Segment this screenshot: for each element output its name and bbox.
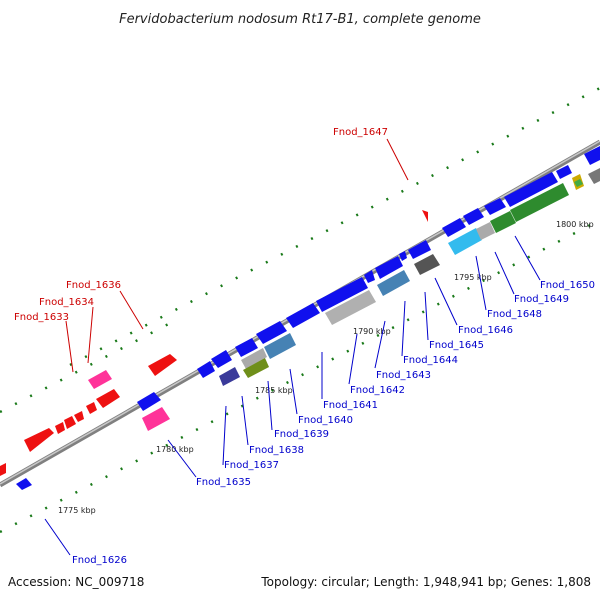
leader-line bbox=[348, 333, 358, 385]
leader-line bbox=[241, 395, 249, 446]
leader-line bbox=[267, 380, 273, 431]
gene-arrow[interactable] bbox=[504, 172, 558, 207]
gene-label-fnod-1634[interactable]: Fnod_1634 bbox=[39, 297, 94, 308]
gene-arrow[interactable] bbox=[0, 463, 6, 476]
scale-label: 1800 kbp bbox=[556, 220, 594, 229]
gene-arrow[interactable] bbox=[64, 416, 76, 429]
gene-arrow[interactable] bbox=[137, 392, 161, 411]
gene-arrow[interactable] bbox=[219, 367, 240, 386]
gene-arrow[interactable] bbox=[364, 270, 375, 283]
leader-line bbox=[401, 300, 406, 357]
leader-line bbox=[434, 277, 458, 326]
genome-stats-text: Topology: circular; Length: 1,948,941 bp… bbox=[260, 575, 591, 589]
gene-label-fnod-1640[interactable]: Fnod_1640 bbox=[298, 415, 353, 426]
gene-arrow[interactable] bbox=[286, 303, 320, 328]
gene-arrow[interactable] bbox=[243, 358, 269, 378]
gene-arrow[interactable] bbox=[510, 183, 569, 222]
gene-arrow[interactable] bbox=[325, 290, 376, 325]
gene-arrow[interactable] bbox=[96, 389, 120, 408]
scale-label: 1785 kbp bbox=[255, 386, 293, 395]
gene-label-fnod-1647[interactable]: Fnod_1647 bbox=[333, 127, 388, 138]
gene-arrow[interactable] bbox=[484, 198, 506, 215]
gene-label-fnod-1637[interactable]: Fnod_1637 bbox=[224, 460, 279, 471]
gene-arrow[interactable] bbox=[588, 168, 600, 184]
gene-arrow[interactable] bbox=[86, 402, 97, 414]
gene-arrow[interactable] bbox=[256, 321, 287, 344]
gene-arrow[interactable] bbox=[241, 348, 267, 369]
gene-arrow[interactable] bbox=[375, 256, 403, 279]
leader-line bbox=[222, 405, 227, 466]
gene-arrow[interactable] bbox=[442, 218, 466, 237]
gene-label-fnod-1639[interactable]: Fnod_1639 bbox=[274, 429, 329, 440]
gene-label-fnod-1633[interactable]: Fnod_1633 bbox=[14, 312, 69, 323]
forward-label-group bbox=[65, 138, 409, 373]
gene-arrow[interactable] bbox=[463, 208, 484, 225]
gene-arrow[interactable] bbox=[377, 270, 410, 296]
gene-arrow[interactable] bbox=[74, 411, 84, 422]
accession-text: Accession: NC_009718 bbox=[8, 575, 144, 589]
gene-arrow[interactable] bbox=[422, 210, 428, 222]
gene-arrow[interactable] bbox=[408, 240, 431, 259]
scale-label: 1790 kbp bbox=[353, 327, 391, 336]
reverse-genes bbox=[16, 146, 600, 490]
gene-label-fnod-1650[interactable]: Fnod_1650 bbox=[540, 280, 595, 291]
gene-label-fnod-1641[interactable]: Fnod_1641 bbox=[323, 400, 378, 411]
gene-label-fnod-1643[interactable]: Fnod_1643 bbox=[376, 370, 431, 381]
leader-line bbox=[119, 290, 144, 330]
gene-arrow[interactable] bbox=[235, 338, 258, 357]
gene-arrow[interactable] bbox=[211, 350, 232, 368]
gene-arrow[interactable] bbox=[142, 407, 170, 431]
gene-arrow[interactable] bbox=[574, 179, 583, 187]
gene-arrow[interactable] bbox=[24, 428, 54, 452]
gene-label-fnod-1648[interactable]: Fnod_1648 bbox=[487, 309, 542, 320]
gene-arrow[interactable] bbox=[399, 251, 407, 261]
gene-label-fnod-1646[interactable]: Fnod_1646 bbox=[458, 325, 513, 336]
gene-arrow[interactable] bbox=[490, 211, 516, 233]
gene-label-fnod-1649[interactable]: Fnod_1649 bbox=[514, 294, 569, 305]
map-title: Fervidobacterium nodosum Rt17-B1, comple… bbox=[119, 12, 481, 27]
gene-arrow[interactable] bbox=[556, 165, 572, 179]
leader-line bbox=[289, 368, 298, 415]
gene-arrow[interactable] bbox=[316, 277, 368, 312]
scale-label: 1775 kbp bbox=[58, 506, 96, 515]
gene-label-fnod-1635[interactable]: Fnod_1635 bbox=[196, 477, 251, 488]
leader-line bbox=[167, 439, 197, 478]
gene-label-fnod-1642[interactable]: Fnod_1642 bbox=[350, 385, 405, 396]
gene-arrow[interactable] bbox=[414, 254, 440, 275]
leader-line bbox=[65, 320, 74, 373]
gene-arrow[interactable] bbox=[264, 333, 296, 359]
gene-label-fnod-1645[interactable]: Fnod_1645 bbox=[429, 340, 484, 351]
leader-line bbox=[386, 138, 409, 181]
leader-line bbox=[424, 291, 429, 341]
leader-line bbox=[44, 518, 71, 556]
leader-line bbox=[514, 235, 541, 281]
leader-line bbox=[494, 251, 515, 295]
gene-label-fnod-1636[interactable]: Fnod_1636 bbox=[66, 280, 121, 291]
forward-genes bbox=[0, 210, 428, 476]
inner-tick-ring bbox=[0, 218, 600, 534]
reverse-label-group bbox=[44, 235, 541, 556]
gene-arrow[interactable] bbox=[448, 228, 482, 255]
gene-label-fnod-1626[interactable]: Fnod_1626 bbox=[72, 555, 127, 566]
scale-label: 1795 kbp bbox=[454, 273, 492, 282]
gene-label-fnod-1638[interactable]: Fnod_1638 bbox=[249, 445, 304, 456]
gene-arrow[interactable] bbox=[148, 354, 177, 376]
leader-line bbox=[475, 255, 487, 311]
gene-label-fnod-1644[interactable]: Fnod_1644 bbox=[403, 355, 458, 366]
leader-line bbox=[374, 320, 386, 369]
gene-arrow[interactable] bbox=[476, 222, 495, 240]
gene-arrow[interactable] bbox=[55, 422, 65, 434]
gene-arrow[interactable] bbox=[584, 146, 600, 165]
gene-arrow[interactable] bbox=[88, 370, 112, 389]
gene-arrow[interactable] bbox=[16, 478, 32, 490]
gene-arrow[interactable] bbox=[197, 361, 215, 378]
leader-line bbox=[87, 306, 94, 364]
